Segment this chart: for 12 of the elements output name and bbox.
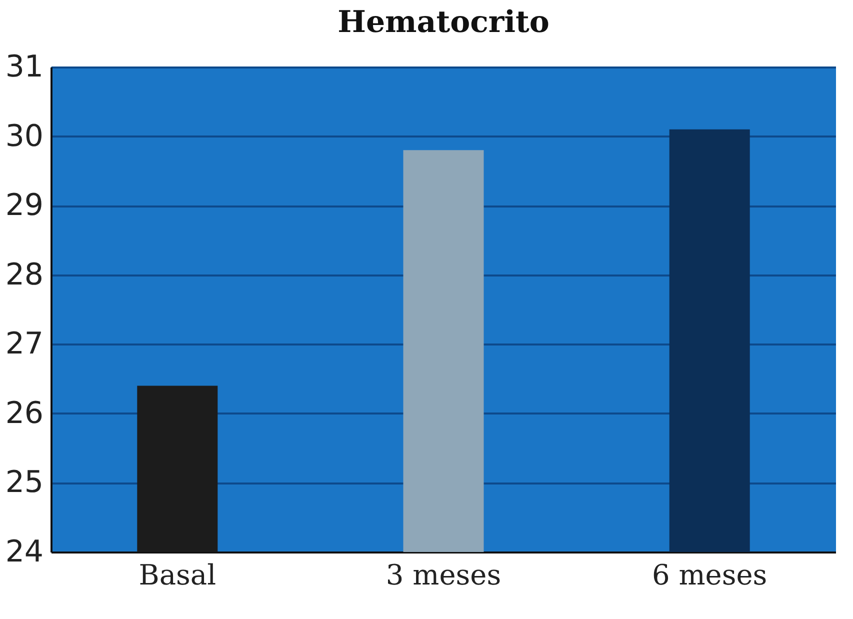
y-tick-label: 30 [5,118,44,154]
y-tick-label: 31 [5,50,44,84]
y-tick-label: 26 [5,396,44,431]
chart-title: Hematocrito [338,5,550,40]
y-tick-label: 28 [5,257,44,292]
x-tick-label: 6 meses [652,558,768,592]
y-tick-label: 27 [5,326,44,362]
y-tick-label: 29 [5,188,44,224]
y-tick-label: 25 [5,465,44,500]
x-tick-label: Basal [138,558,216,592]
y-tick-label: 24 [5,534,44,570]
x-tick-label: 3 meses [386,558,502,592]
